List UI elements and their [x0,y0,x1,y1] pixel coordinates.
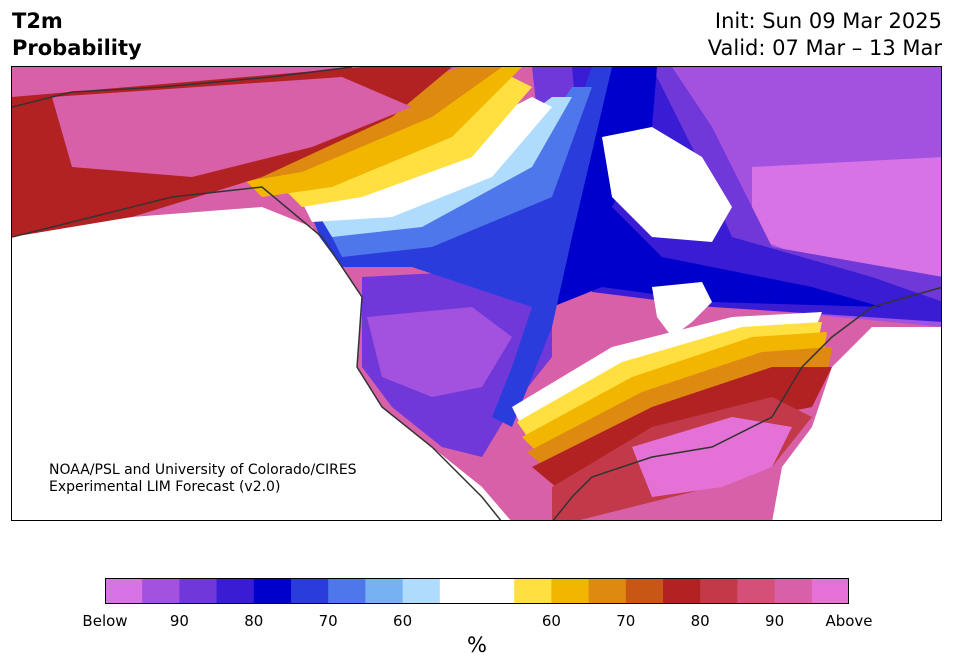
region-above-top-southeast [632,417,792,497]
colorbar-tick-label: 70 [616,612,636,630]
colorbar-segment [439,578,478,604]
coastline [12,67,941,520]
colorbar-tick-label: Above [825,612,873,630]
region-below-extreme-west [367,307,512,397]
colorbar-segment [514,578,552,604]
colorbar-segment [216,578,255,604]
colorbar-tick-label: Below [82,612,128,630]
colorbar-segment [663,578,701,604]
colorbar-segment [588,578,627,604]
map-title: T2m Probability [12,8,142,62]
colorbar-segment [142,578,180,604]
colorbar-segment [179,578,218,604]
colorbar-unit: % [467,633,487,657]
region-below-mid [512,67,882,327]
colorbar-labels: Below 90 80 70 60 60 70 80 90 Above [0,612,954,632]
colorbar-segment [700,578,738,604]
credit-line-1: NOAA/PSL and University of Colorado/CIRE… [49,462,357,478]
credit-line-2: Experimental LIM Forecast (v2.0) [49,479,281,495]
probability-map [12,67,941,520]
colorbar-tick-label: 90 [169,612,189,630]
colorbar-segment [253,578,292,604]
colorbar-segment [402,578,441,604]
valid-range: Valid: 07 Mar – 13 Mar [707,36,942,60]
colorbar-segment [365,578,404,604]
ocean-pacific [12,207,511,520]
credit-text: NOAA/PSL and University of Colorado/CIRE… [49,462,357,496]
colorbar-tick-label: 80 [690,612,710,630]
colorbar-tick-label: 60 [541,612,561,630]
colorbar-segment [811,578,849,604]
title-quantity: Probability [12,36,142,60]
colorbar-segment [105,578,143,604]
colorbar-tick-label: 80 [244,612,264,630]
colorbar-tick-label: 60 [393,612,413,630]
region-below-top-east [752,157,941,282]
colorbar [105,578,849,604]
colorbar-segment [774,578,813,604]
colorbar-segment [625,578,664,604]
init-date: Init: Sun 09 Mar 2025 [714,9,942,33]
colorbar-segment [551,578,590,604]
title-variable: T2m [12,9,63,33]
map-panel: NOAA/PSL and University of Colorado/CIRE… [11,66,942,521]
colorbar-segment [291,578,329,604]
colorbar-segment [328,578,366,604]
colorbar-border [105,578,849,604]
colorbar-tick-label: 90 [765,612,785,630]
region-above-far-alaska [52,77,412,177]
colorbar-segment [477,578,515,604]
ocean-hudson-bay [602,127,732,242]
forecast-dates: Init: Sun 09 Mar 2025 Valid: 07 Mar – 13… [708,8,942,62]
colorbar-tick-label: 70 [318,612,338,630]
colorbar-segment [737,578,776,604]
ocean-atlantic [772,327,941,520]
region-below-low-band [312,67,612,427]
great-lakes [652,282,712,337]
